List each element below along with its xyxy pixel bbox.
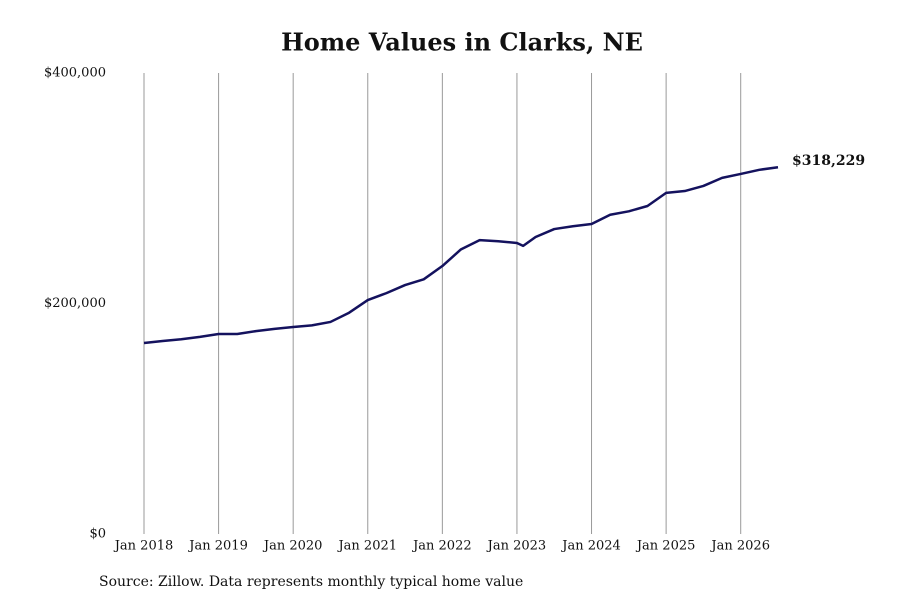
x-tick-label: Jan 2023: [486, 539, 547, 554]
line: [143, 166, 779, 345]
y-tick-label: $400,000: [44, 66, 106, 81]
y-tick-label: $200,000: [44, 296, 106, 311]
x-tick-label: Jan 2022: [411, 539, 472, 554]
x-tick-label: Jan 2019: [187, 539, 248, 554]
source-note: Source: Zillow. Data represents monthly …: [99, 574, 523, 590]
x-tick-label: Jan 2026: [709, 539, 770, 554]
chart-title: Home Values in Clarks, NE: [281, 28, 643, 57]
value-label: $318,229: [792, 153, 865, 169]
y-tick-label: $0: [89, 527, 106, 542]
x-tick-label: Jan 2020: [262, 539, 323, 554]
x-tick-label: Jan 2018: [113, 539, 174, 554]
x-tick-label: Jan 2021: [336, 539, 397, 554]
x-tick-label: Jan 2024: [560, 539, 621, 554]
x-tick-label: Jan 2025: [635, 539, 696, 554]
